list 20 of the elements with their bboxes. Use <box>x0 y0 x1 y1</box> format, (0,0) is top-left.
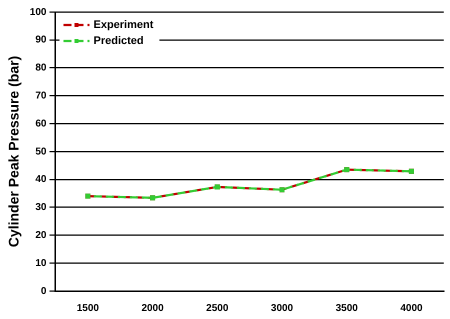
x-tick-label: 2000 <box>141 302 164 314</box>
y-tick-label: 0 <box>40 286 47 297</box>
x-tick-label: 4000 <box>400 302 423 314</box>
x-tick-label: 3000 <box>270 302 294 314</box>
y-tick-label: 30 <box>35 202 47 214</box>
x-tick-label: 1500 <box>76 302 100 314</box>
legend-label: Experiment <box>93 19 154 32</box>
y-tick-label: 80 <box>35 62 47 74</box>
y-tick-label: 40 <box>35 174 47 186</box>
x-tick-label: 3500 <box>336 302 358 314</box>
y-axis-title: Cylinder Peak Pressure (bar) <box>5 56 22 248</box>
y-tick-label: 50 <box>35 146 47 158</box>
y-tick-label: 60 <box>35 118 47 130</box>
y-tick-label: 90 <box>35 34 47 46</box>
y-tick-label: 100 <box>30 6 47 18</box>
y-tick-label: 10 <box>35 258 47 269</box>
legend-label: Predicted <box>93 35 144 48</box>
y-tick-label: 70 <box>35 90 47 102</box>
y-tick-label: 20 <box>35 230 47 241</box>
x-tick-label: 2500 <box>206 302 229 314</box>
